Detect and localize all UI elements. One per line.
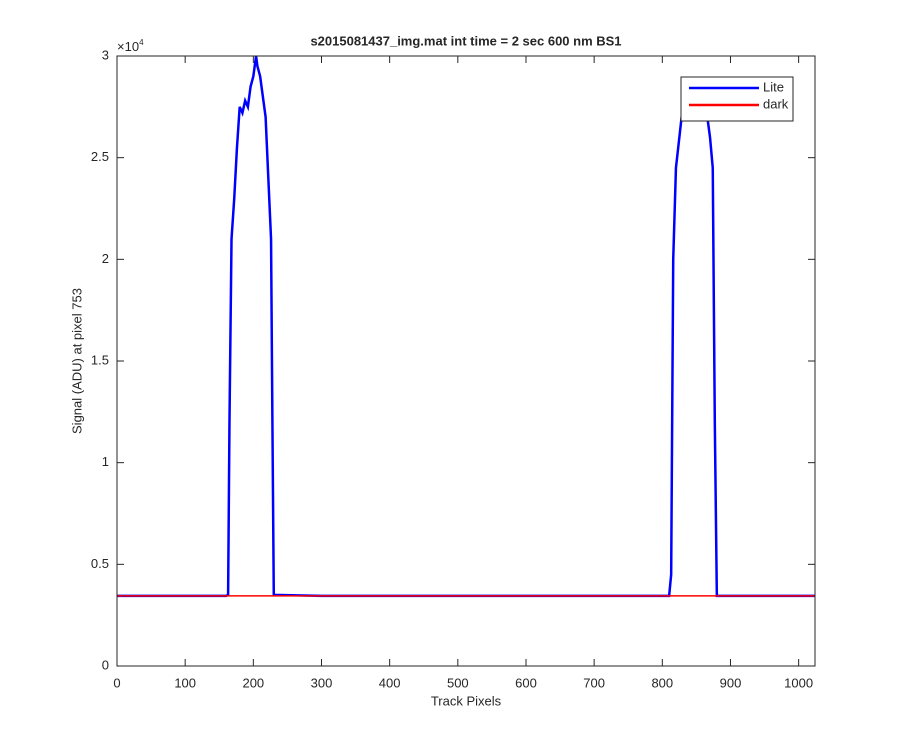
legend-label: Lite xyxy=(763,79,784,94)
x-tick-label: 100 xyxy=(174,675,196,690)
x-tick-label: 0 xyxy=(113,675,120,690)
y-tick-label: 2 xyxy=(102,251,109,266)
axes-box xyxy=(116,55,816,667)
legend-label: dark xyxy=(763,96,789,111)
legend-box xyxy=(680,76,794,122)
y-tick-label: 0.5 xyxy=(91,556,109,571)
y-tick-label: 1.5 xyxy=(91,352,109,367)
x-axis-label: Track Pixels xyxy=(431,693,502,708)
x-tick-label: 700 xyxy=(583,675,605,690)
y-multiplier-exponent: 4 xyxy=(139,38,144,47)
y-tick-label: 3 xyxy=(102,47,109,62)
y-tick-label: 2.5 xyxy=(91,149,109,164)
chart-title: s2015081437_img.mat int time = 2 sec 600… xyxy=(310,33,621,48)
y-tick-label: 0 xyxy=(102,657,109,672)
x-tick-label: 900 xyxy=(720,675,742,690)
y-multiplier: ×104 xyxy=(117,38,144,54)
x-tick-label: 1000 xyxy=(784,675,813,690)
x-tick-label: 600 xyxy=(515,675,537,690)
y-multiplier-base: ×10 xyxy=(117,39,139,54)
x-tick-label: 400 xyxy=(379,675,401,690)
legend: Lite dark xyxy=(680,76,794,122)
y-tick-label: 1 xyxy=(102,454,109,469)
x-tick-label: 200 xyxy=(242,675,264,690)
x-tick-label: 800 xyxy=(651,675,673,690)
y-axis-label: Signal (ADU) at pixel 753 xyxy=(69,288,84,434)
x-tick-label: 500 xyxy=(447,675,469,690)
plot-area xyxy=(117,56,815,666)
x-tick-label: 300 xyxy=(311,675,333,690)
